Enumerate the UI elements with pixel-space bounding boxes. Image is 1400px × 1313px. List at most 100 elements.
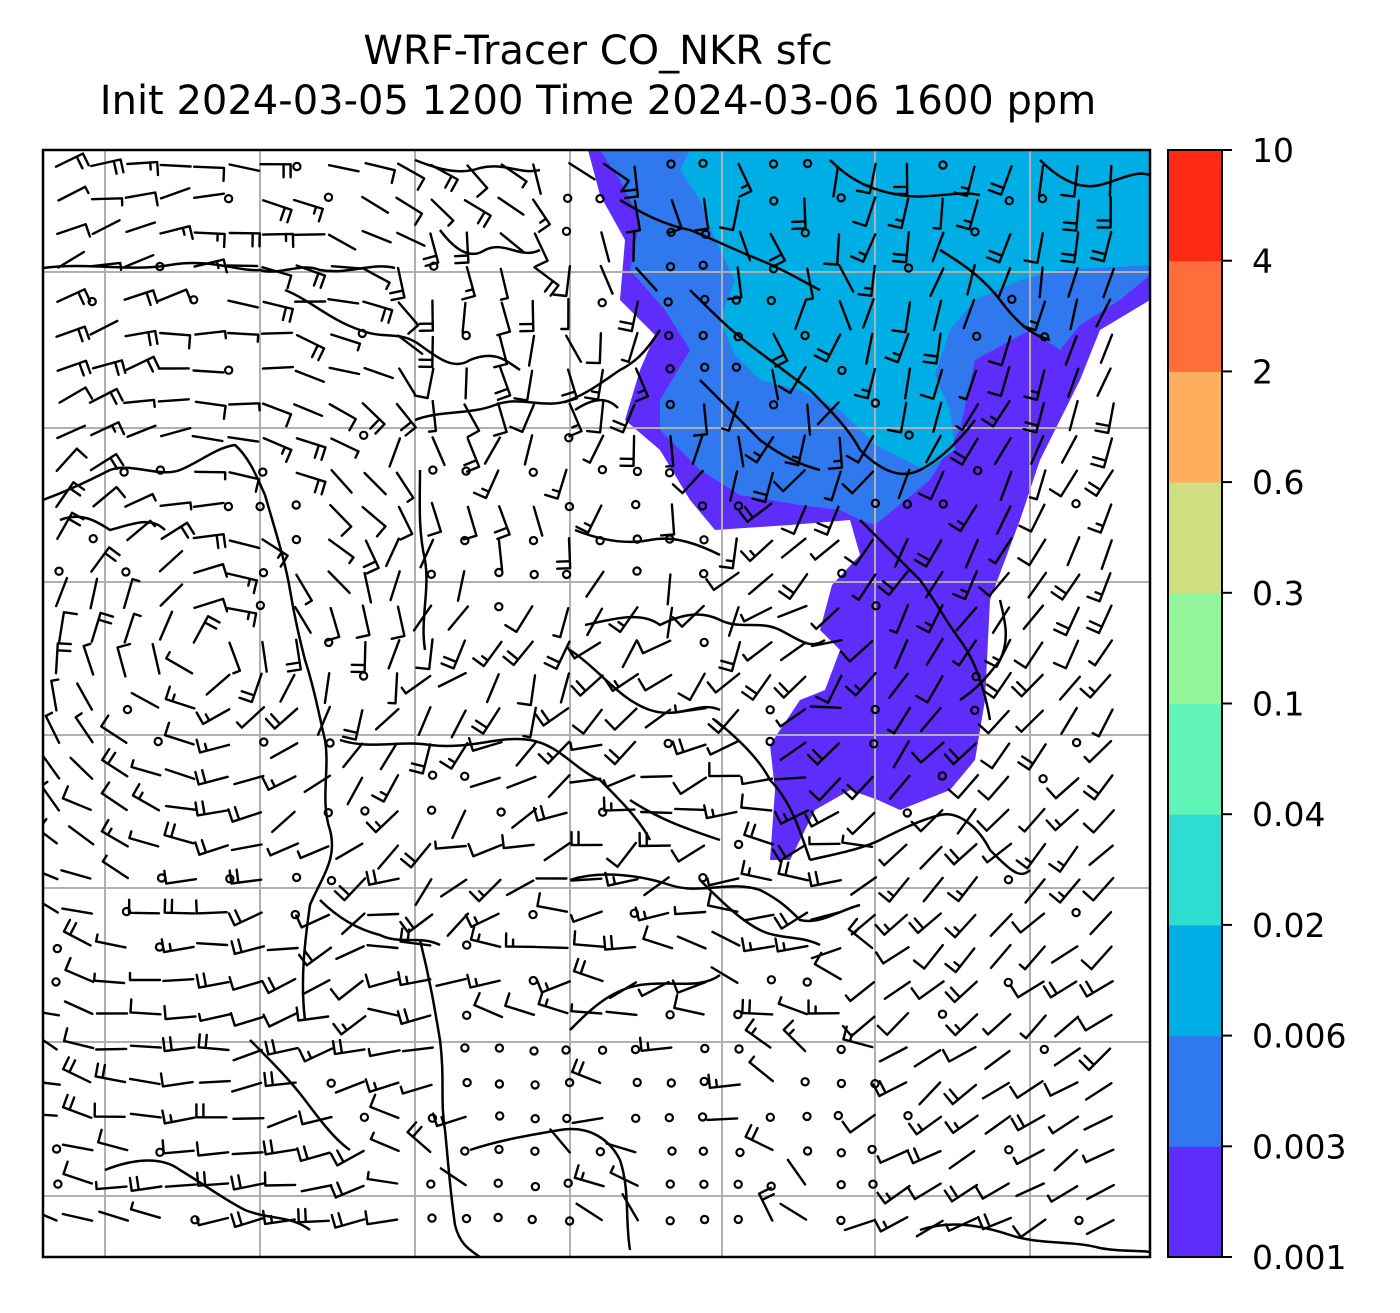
wind-barb — [570, 674, 604, 697]
wind-barb — [331, 1038, 366, 1056]
calm-wind-marker — [462, 940, 472, 950]
calm-wind-marker — [632, 566, 642, 576]
wind-barb — [991, 606, 1011, 634]
wind-barb — [981, 842, 1013, 864]
wind-barb — [843, 1219, 875, 1232]
calm-wind-marker — [836, 1078, 847, 1089]
map-frame — [41, 148, 1152, 1259]
calm-wind-marker — [698, 1146, 709, 1156]
wind-barb — [126, 160, 160, 177]
wind-barb — [161, 1036, 196, 1053]
wind-barb — [952, 639, 978, 667]
wind-barb — [229, 1012, 265, 1027]
calm-wind-marker — [631, 1113, 641, 1124]
wind-barb — [740, 793, 773, 812]
wind-barb — [600, 231, 611, 263]
wind-barb — [1094, 402, 1115, 435]
wind-barb — [427, 501, 443, 537]
wind-barb — [810, 607, 840, 631]
wind-barb — [329, 503, 353, 537]
wind-barb — [845, 435, 875, 464]
wind-barb — [90, 611, 115, 643]
wind-barb — [159, 163, 192, 168]
calm-wind-marker — [291, 872, 302, 883]
calm-wind-marker — [494, 1043, 505, 1053]
calm-wind-marker — [291, 534, 302, 545]
wind-barb — [638, 1036, 673, 1052]
wind-barb — [399, 927, 432, 947]
wind-barb — [943, 1183, 979, 1203]
wind-barb — [751, 471, 774, 504]
wind-barb — [365, 810, 399, 834]
calm-wind-marker — [699, 1179, 709, 1190]
wind-barb — [196, 1171, 230, 1187]
wind-barb — [192, 615, 221, 644]
wind-barb — [93, 1102, 126, 1118]
wind-barb — [506, 775, 537, 789]
calm-wind-marker — [494, 1079, 505, 1089]
wind-barb — [964, 538, 979, 569]
calm-wind-marker — [357, 328, 367, 339]
wind-barb — [193, 563, 228, 578]
wind-barb — [634, 367, 650, 403]
wind-barb — [316, 705, 331, 736]
wind-barb — [983, 638, 1012, 668]
calm-wind-marker — [1004, 195, 1014, 206]
calm-wind-marker — [800, 228, 811, 238]
wind-barb — [362, 539, 380, 575]
wind-barb — [62, 1160, 94, 1185]
wind-barb — [195, 899, 228, 915]
wind-barb — [328, 403, 357, 432]
wind-barb — [1015, 1182, 1045, 1198]
wind-barb — [194, 470, 227, 481]
wind-barb — [913, 1049, 942, 1068]
wind-barb — [1102, 267, 1115, 299]
calm-wind-marker — [564, 1077, 575, 1088]
calm-wind-marker — [1007, 294, 1017, 304]
wind-barb — [412, 604, 433, 632]
wind-barb — [572, 930, 606, 948]
wind-barb — [850, 233, 877, 263]
wind-barb — [467, 842, 503, 858]
wind-barb — [932, 401, 943, 433]
wind-barb — [361, 195, 390, 214]
calm-wind-marker — [426, 805, 437, 815]
calm-wind-marker — [595, 536, 605, 546]
calm-wind-marker — [530, 1181, 541, 1192]
wind-barb — [875, 946, 910, 965]
wind-barb — [399, 913, 434, 934]
wind-barb — [1015, 709, 1044, 733]
wind-barb — [1042, 980, 1078, 999]
calm-wind-marker — [836, 1179, 846, 1190]
wind-barb — [809, 705, 842, 709]
wind-barb — [129, 1044, 163, 1049]
wind-barb — [703, 804, 738, 820]
wind-barb — [841, 1015, 876, 1038]
wind-barb — [1050, 573, 1081, 601]
wind-barb — [165, 651, 194, 675]
calm-wind-marker — [460, 1043, 470, 1053]
calm-wind-marker — [121, 567, 131, 577]
wind-barb — [919, 845, 943, 870]
wind-barb — [640, 775, 673, 779]
wind-barb — [570, 1058, 602, 1085]
calm-wind-marker — [733, 1179, 743, 1190]
calm-wind-marker — [188, 295, 199, 305]
wind-barb — [575, 504, 603, 534]
calm-wind-marker — [528, 467, 539, 477]
map-title: WRF-Tracer CO_NKR sfc Init 2024-03-05 12… — [0, 26, 1196, 126]
calm-wind-marker — [731, 295, 742, 305]
wind-barb — [642, 925, 674, 950]
wind-barb — [230, 1211, 265, 1229]
wind-barb — [815, 674, 843, 704]
wind-barb — [116, 642, 132, 678]
wind-barb — [705, 571, 740, 592]
wind-barb — [981, 671, 1012, 699]
wind-barb — [261, 199, 293, 224]
wind-barb — [100, 781, 128, 812]
wind-barb — [262, 1012, 298, 1028]
wind-barb — [195, 1141, 230, 1157]
wind-barb — [609, 403, 636, 434]
wind-barb — [228, 641, 242, 675]
wind-barb — [296, 1145, 331, 1163]
